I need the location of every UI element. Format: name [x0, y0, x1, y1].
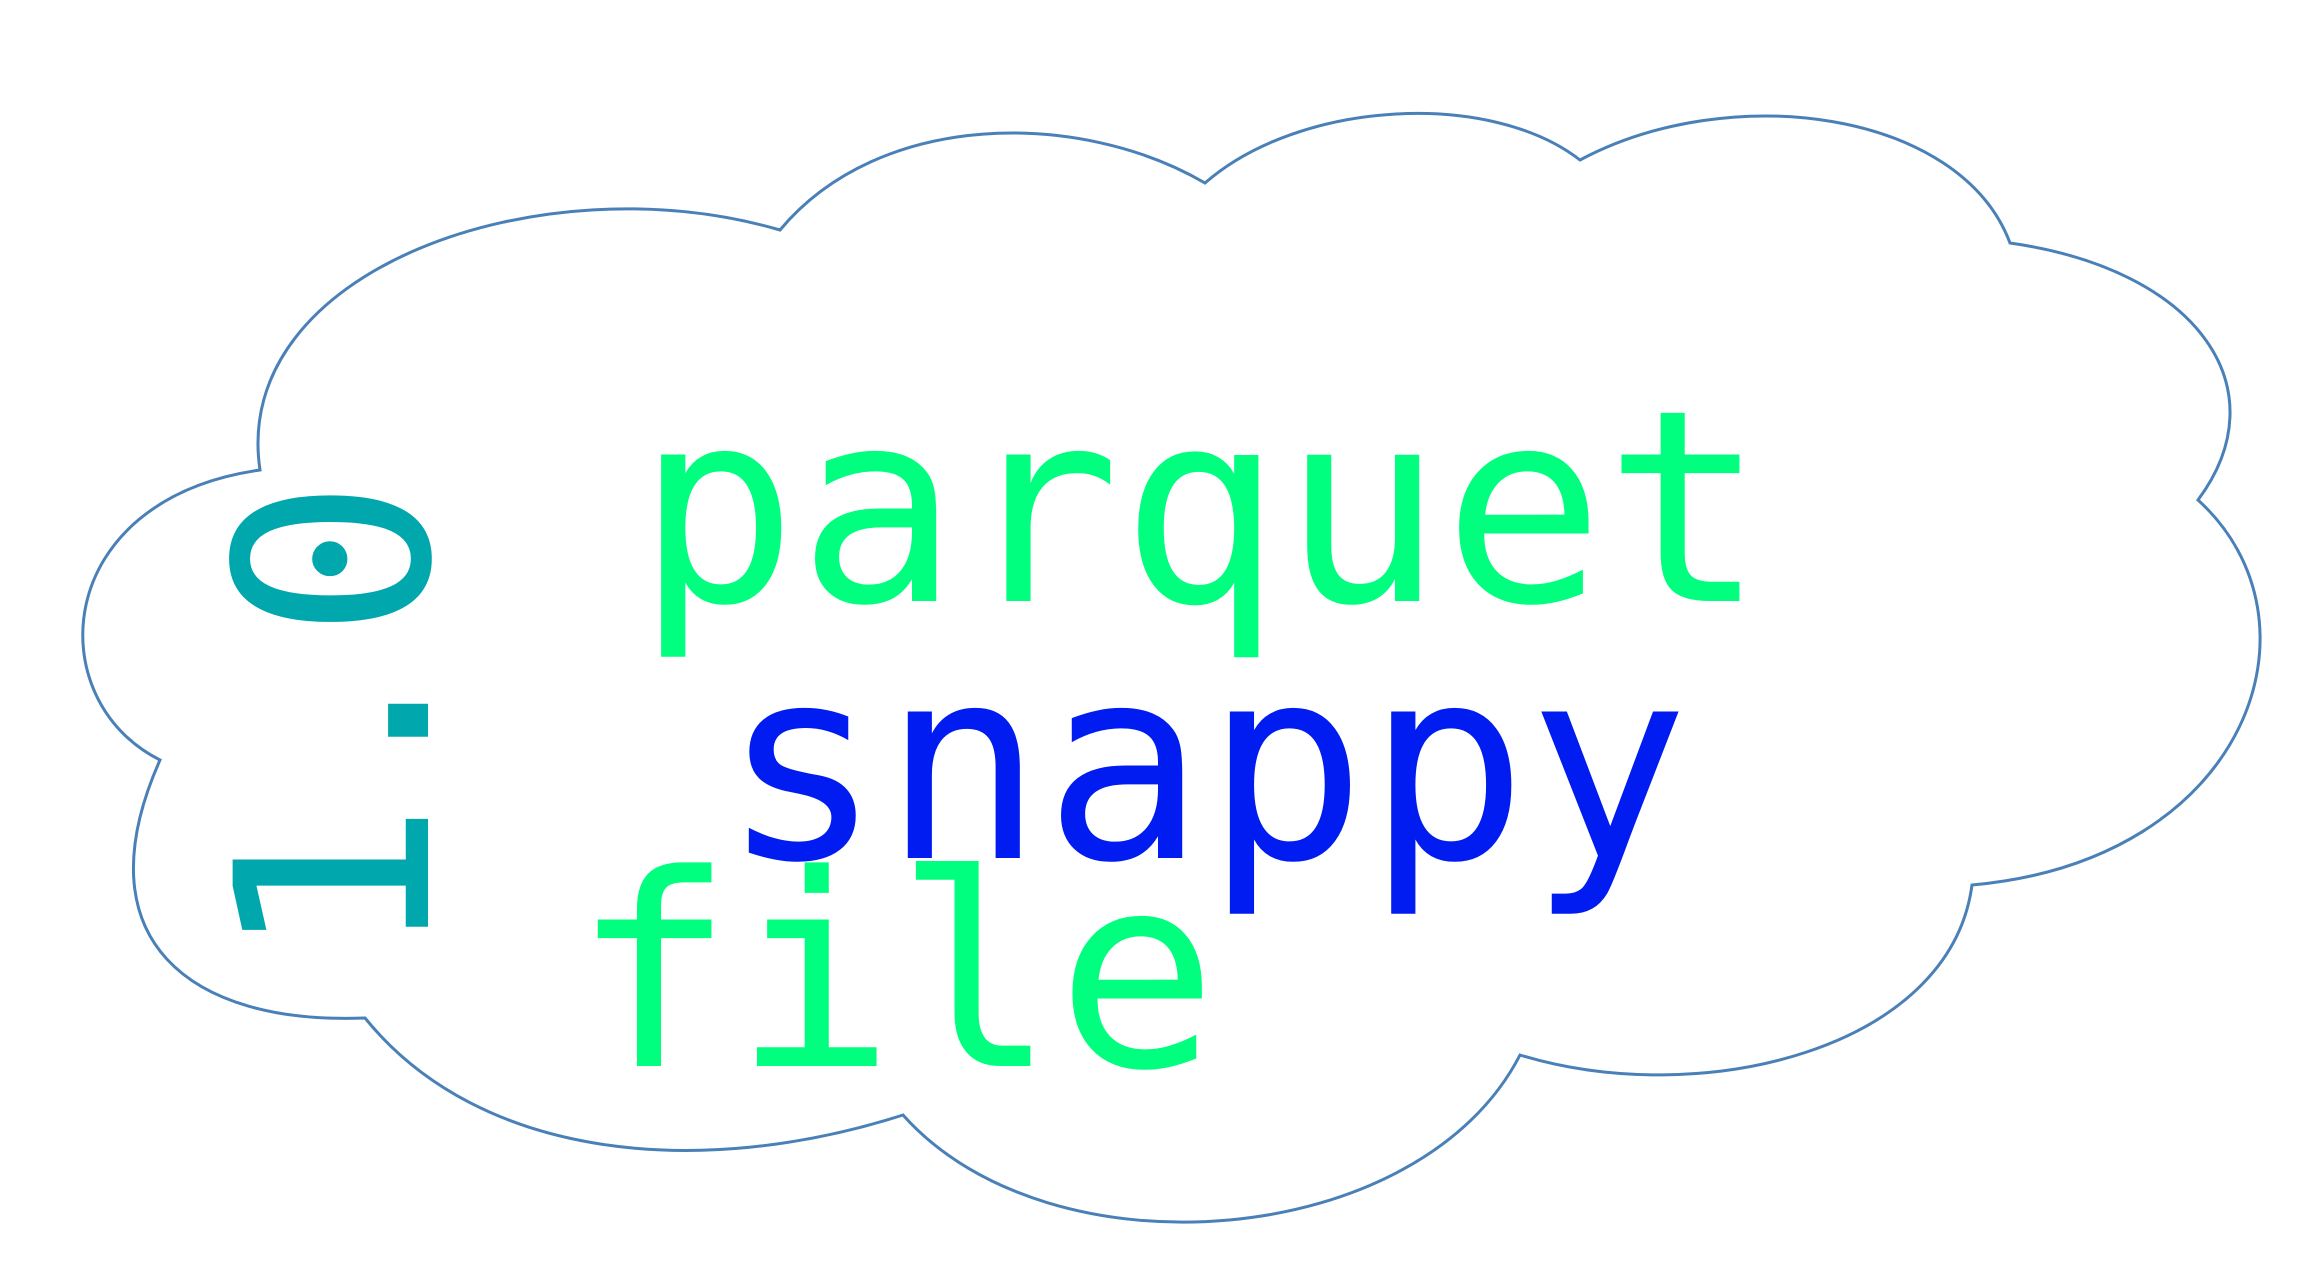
word-parquet: parquet — [636, 353, 1765, 665]
word-version: 1.0 — [180, 478, 492, 962]
word-file: file — [572, 818, 1217, 1130]
word-snappy: snappy — [721, 610, 1689, 922]
cloud-outline — [81, 112, 2262, 1224]
